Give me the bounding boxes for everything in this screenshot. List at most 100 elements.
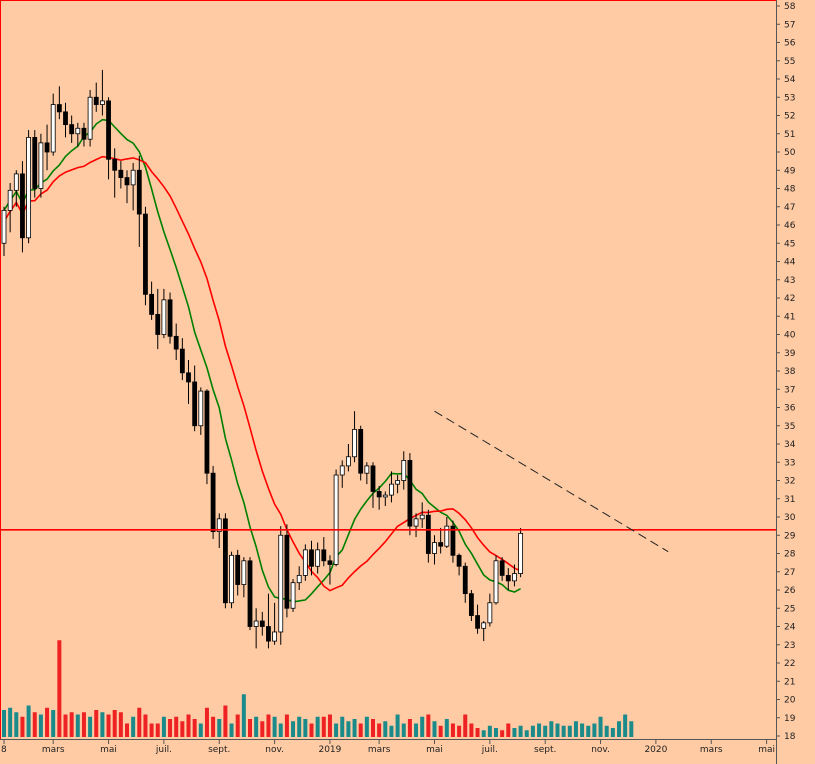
y-tick-label: 51 bbox=[784, 130, 795, 140]
x-tick-label: juil. bbox=[481, 745, 498, 755]
volume-bar bbox=[149, 723, 154, 737]
candle-body bbox=[173, 335, 179, 350]
volume-bar bbox=[401, 723, 406, 737]
candle-body bbox=[63, 111, 68, 126]
volume-bar bbox=[143, 714, 148, 737]
candle bbox=[222, 513, 228, 609]
y-tick-label: 52 bbox=[784, 112, 795, 122]
candle-body bbox=[499, 560, 505, 576]
volume-bar bbox=[518, 725, 523, 737]
y-tick-label: 55 bbox=[784, 57, 795, 67]
candle bbox=[358, 425, 364, 481]
volume-bar bbox=[260, 721, 265, 737]
candle bbox=[438, 527, 444, 554]
volume-bar bbox=[186, 714, 191, 737]
candle bbox=[167, 292, 173, 344]
x-tick-label: 2019 bbox=[318, 745, 341, 755]
volume-bar bbox=[75, 714, 80, 737]
candle bbox=[155, 288, 161, 350]
volume-bar bbox=[561, 725, 566, 737]
candle bbox=[376, 485, 382, 510]
volume-bar bbox=[180, 721, 185, 737]
candle-body bbox=[352, 428, 357, 458]
volume-bar bbox=[174, 716, 179, 737]
volume-bar bbox=[610, 728, 615, 737]
candle bbox=[413, 513, 419, 538]
candle-body bbox=[321, 549, 327, 562]
volume-bar bbox=[346, 721, 351, 737]
candle bbox=[493, 555, 499, 605]
volume-bar bbox=[500, 730, 505, 737]
volume-bar bbox=[2, 710, 6, 737]
candle bbox=[333, 469, 339, 567]
candle-body bbox=[50, 104, 56, 153]
candle bbox=[38, 133, 44, 198]
candle-body bbox=[210, 472, 216, 533]
volume-bar bbox=[118, 712, 123, 737]
candle bbox=[13, 170, 19, 207]
candle-body bbox=[345, 456, 351, 467]
volume-bar bbox=[309, 723, 314, 737]
volume-bar bbox=[45, 707, 50, 737]
volume-bar bbox=[334, 723, 339, 737]
candle bbox=[499, 557, 505, 581]
candle bbox=[395, 475, 401, 494]
volume-bar bbox=[137, 707, 142, 737]
x-tick-label: nov. bbox=[591, 745, 610, 755]
x-axis: 8 mars mai juil. sept. nov. 2019 mars mai juil. se… bbox=[0, 739, 776, 755]
candle-body bbox=[450, 525, 456, 556]
volume-bar bbox=[94, 710, 99, 737]
candle-body bbox=[401, 460, 407, 481]
y-tick-label: 41 bbox=[784, 312, 795, 322]
candle bbox=[81, 122, 87, 147]
candle bbox=[106, 97, 111, 180]
volume-bar bbox=[217, 719, 222, 737]
candle-body bbox=[204, 390, 210, 474]
candle bbox=[315, 542, 321, 574]
candle-body bbox=[149, 293, 155, 315]
volume-bar bbox=[57, 640, 62, 737]
candle-body bbox=[93, 96, 99, 105]
volume-bar bbox=[235, 714, 240, 737]
volume-bar bbox=[537, 723, 542, 737]
x-tick-label: mai bbox=[100, 745, 117, 755]
candle-body bbox=[339, 465, 345, 476]
x-tick-label: 8 bbox=[1, 745, 7, 755]
candle bbox=[407, 453, 413, 536]
volume-bar bbox=[229, 723, 234, 737]
volume-bar bbox=[586, 725, 591, 737]
volume-bar bbox=[38, 714, 43, 737]
candle-body bbox=[327, 560, 333, 565]
candle bbox=[100, 69, 105, 116]
candle-body bbox=[518, 533, 523, 574]
x-tick-label: mars bbox=[42, 745, 65, 755]
y-tick-label: 46 bbox=[784, 221, 796, 231]
candle bbox=[309, 540, 314, 576]
y-tick-label: 43 bbox=[784, 276, 795, 286]
x-tick-label: 2020 bbox=[644, 745, 667, 755]
volume-bar bbox=[14, 712, 19, 737]
candle bbox=[302, 544, 308, 581]
candle-body bbox=[413, 518, 419, 527]
y-tick-label: 27 bbox=[784, 568, 795, 578]
candle-body bbox=[333, 474, 339, 565]
candle bbox=[505, 568, 511, 590]
volume-bar bbox=[426, 714, 431, 737]
candle bbox=[192, 365, 198, 432]
x-tick-label: mars bbox=[368, 745, 391, 755]
volume-bars bbox=[2, 640, 634, 737]
y-tick-label: 25 bbox=[784, 604, 795, 614]
volume-bar bbox=[211, 716, 216, 737]
candle-body bbox=[112, 158, 118, 171]
candle-body bbox=[505, 575, 511, 582]
candle-body bbox=[364, 465, 370, 474]
candle bbox=[370, 462, 376, 508]
candle-body bbox=[266, 626, 271, 642]
candle bbox=[327, 555, 333, 585]
candle bbox=[364, 462, 370, 485]
x-tick-label: nov. bbox=[265, 745, 284, 755]
candlesticks bbox=[1, 69, 523, 649]
candle-body bbox=[106, 100, 111, 160]
volume-bar bbox=[487, 725, 492, 737]
volume-bar bbox=[524, 730, 529, 737]
